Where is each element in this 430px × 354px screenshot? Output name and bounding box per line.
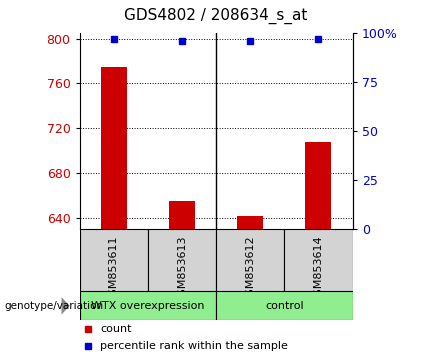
Bar	[216, 291, 353, 320]
Bar	[101, 67, 127, 229]
Bar	[80, 229, 148, 291]
Text: GSM853611: GSM853611	[109, 236, 119, 303]
Bar	[80, 229, 148, 291]
Bar	[305, 142, 332, 229]
Bar	[237, 216, 263, 229]
Text: GSM853614: GSM853614	[313, 236, 323, 303]
Bar	[284, 229, 353, 291]
Text: WTX overexpression: WTX overexpression	[91, 301, 205, 311]
Text: control: control	[265, 301, 304, 311]
Bar	[169, 201, 195, 229]
Text: GSM853612: GSM853612	[245, 236, 255, 303]
Bar	[284, 229, 353, 291]
Text: GDS4802 / 208634_s_at: GDS4802 / 208634_s_at	[124, 8, 308, 24]
Bar	[216, 229, 284, 291]
Text: percentile rank within the sample: percentile rank within the sample	[100, 341, 288, 350]
Text: count: count	[100, 324, 132, 334]
Bar	[148, 229, 216, 291]
Polygon shape	[61, 297, 70, 315]
Bar	[216, 229, 284, 291]
Text: genotype/variation: genotype/variation	[4, 301, 104, 311]
Text: GSM853613: GSM853613	[177, 236, 187, 303]
Bar	[148, 229, 216, 291]
Bar	[80, 291, 216, 320]
